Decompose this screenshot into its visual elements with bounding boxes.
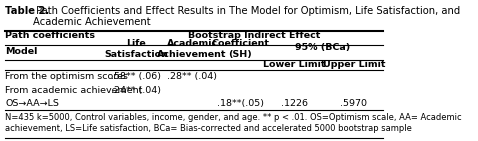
Text: Bootstrap Indirect Effect: Bootstrap Indirect Effect xyxy=(187,31,320,40)
Text: Path Coefficients and Effect Results in The Model for Optimism, Life Satisfactio: Path Coefficients and Effect Results in … xyxy=(33,5,460,27)
Text: From the optimism scores: From the optimism scores xyxy=(5,72,128,81)
Text: N=435 k=5000, Control variables, income, gender, and age. ** p < .01. OS=Optimis: N=435 k=5000, Control variables, income,… xyxy=(5,113,462,133)
Text: .28** (.04): .28** (.04) xyxy=(167,72,217,81)
Text: Life
Satisfaction: Life Satisfaction xyxy=(104,39,168,59)
Text: Path coefficients: Path coefficients xyxy=(5,31,95,40)
Text: .24** (.04): .24** (.04) xyxy=(111,86,161,95)
Text: .58** (.06): .58** (.06) xyxy=(111,72,161,81)
Text: .1226: .1226 xyxy=(281,99,308,108)
Text: Upper Limit: Upper Limit xyxy=(323,60,385,70)
Text: Academic
Achievement: Academic Achievement xyxy=(157,39,227,59)
Text: Lower Limit: Lower Limit xyxy=(263,60,326,70)
Text: OS→AA→LS: OS→AA→LS xyxy=(5,99,59,108)
Text: Model: Model xyxy=(5,47,38,56)
Text: 95% (BCa): 95% (BCa) xyxy=(294,42,350,51)
Text: Coefficient
(SH): Coefficient (SH) xyxy=(211,39,269,59)
Text: .18**(.05): .18**(.05) xyxy=(217,99,264,108)
Text: From academic achievement: From academic achievement xyxy=(5,86,142,95)
Text: Table 2.: Table 2. xyxy=(5,5,50,16)
Text: .5970: .5970 xyxy=(340,99,368,108)
